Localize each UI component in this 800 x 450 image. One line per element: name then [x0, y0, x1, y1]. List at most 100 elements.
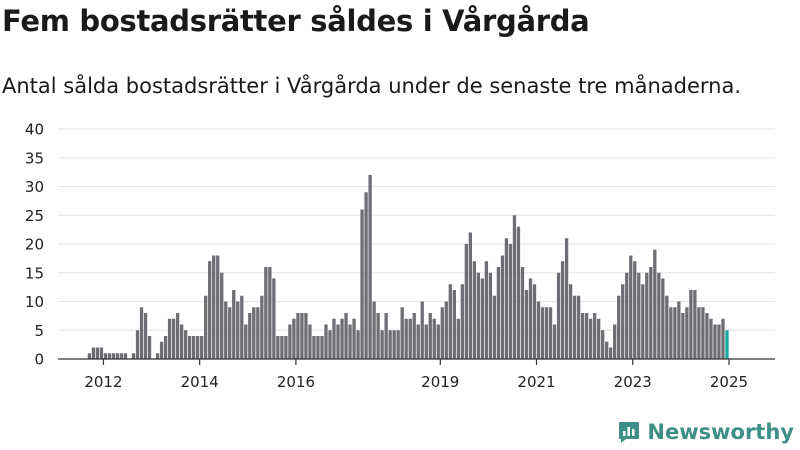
- bar: [392, 330, 396, 359]
- bar: [689, 290, 693, 359]
- bar: [91, 347, 96, 359]
- bar: [508, 244, 513, 359]
- bar: [460, 284, 464, 359]
- bar: [147, 336, 152, 359]
- bar-latest: [725, 330, 729, 359]
- bar: [476, 272, 481, 359]
- bar: [175, 313, 180, 359]
- gridlines: [58, 128, 775, 331]
- bar: [424, 324, 428, 359]
- bar: [131, 353, 136, 359]
- bar: [709, 318, 713, 359]
- bar: [276, 336, 280, 359]
- bar: [576, 295, 581, 359]
- bar: [320, 336, 324, 359]
- bar: [452, 290, 456, 359]
- annotations: 5: [749, 0, 759, 4]
- data-label: 5: [749, 0, 759, 4]
- bar: [296, 313, 300, 359]
- x-axis-ticks: 2012 2014 2016 2019 2021 2023 2025: [84, 359, 748, 391]
- bar: [456, 318, 460, 359]
- bar: [288, 324, 292, 359]
- bar: [388, 330, 392, 359]
- bar: [183, 330, 188, 359]
- bar: [500, 255, 505, 359]
- bar: [552, 324, 557, 359]
- bar: [344, 313, 348, 359]
- bar: [713, 324, 717, 359]
- bars: [87, 175, 729, 359]
- bar: [280, 336, 284, 359]
- bar: [188, 336, 192, 359]
- bar: [192, 336, 196, 359]
- bar: [111, 353, 116, 359]
- y-axis-ticks: 0 5 10 15 20 25 30 35 40: [25, 121, 44, 369]
- bar: [617, 295, 621, 359]
- bar: [268, 267, 272, 359]
- bar: [208, 261, 212, 359]
- bar: [240, 295, 244, 359]
- brand-logo: Newsworthy: [617, 420, 794, 444]
- chart-title: Fem bostadsrätter såldes i Vårgårda: [2, 4, 590, 38]
- bar: [468, 232, 472, 359]
- bar: [560, 261, 565, 359]
- bar: [536, 301, 541, 359]
- bar: [163, 336, 168, 359]
- y-tick-label: 15: [25, 264, 44, 282]
- y-tick-label: 20: [25, 236, 44, 254]
- bar: [677, 301, 681, 359]
- bar: [584, 313, 589, 359]
- bar: [308, 324, 312, 359]
- bar: [368, 175, 372, 359]
- bar: [216, 255, 220, 359]
- bar: [681, 313, 685, 359]
- bar: [171, 318, 176, 359]
- newsworthy-logo-icon: [619, 422, 640, 443]
- bar: [472, 261, 477, 359]
- bar: [380, 330, 384, 359]
- x-tick-label: 2019: [421, 373, 459, 391]
- bar: [348, 324, 352, 359]
- bar: [480, 278, 485, 359]
- bar: [400, 307, 404, 359]
- bar: [436, 324, 440, 359]
- y-tick-label: 40: [25, 121, 44, 139]
- x-tick-label: 2012: [84, 373, 122, 391]
- bar: [428, 313, 432, 359]
- bar: [484, 261, 489, 359]
- bar: [119, 353, 124, 359]
- bar: [512, 215, 517, 359]
- bar: [224, 301, 228, 359]
- bar: [444, 301, 448, 359]
- bar: [464, 244, 468, 359]
- bar: [252, 307, 256, 359]
- bar: [721, 318, 725, 359]
- bar: [312, 336, 316, 359]
- x-tick-label: 2014: [181, 373, 219, 391]
- bar: [693, 290, 697, 359]
- bar: [336, 324, 340, 359]
- bar: [609, 347, 613, 359]
- bar: [621, 284, 625, 359]
- bar: [528, 278, 533, 359]
- bar: [332, 318, 336, 359]
- bar: [155, 353, 160, 359]
- bar: [637, 272, 641, 359]
- bar: [532, 284, 537, 359]
- bar: [544, 307, 549, 359]
- bar: [492, 295, 497, 359]
- bar: [705, 313, 709, 359]
- bar: [669, 307, 673, 359]
- x-tick-label: 2023: [614, 373, 652, 391]
- bar: [516, 226, 521, 359]
- bar: [352, 318, 356, 359]
- bar: [697, 307, 701, 359]
- bar: [328, 330, 332, 359]
- bar: [304, 313, 308, 359]
- bar: [420, 301, 424, 359]
- y-tick-label: 30: [25, 178, 44, 196]
- bar: [99, 347, 104, 359]
- bar: [520, 267, 525, 359]
- bar: [540, 307, 545, 359]
